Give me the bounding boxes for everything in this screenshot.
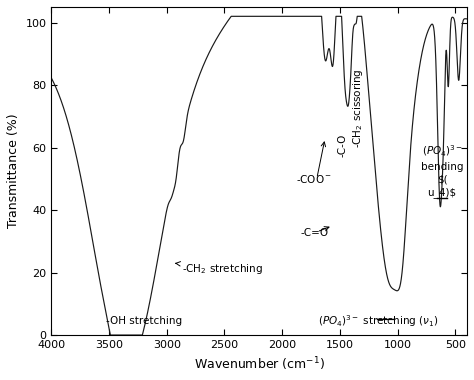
Y-axis label: Transmittance (%): Transmittance (%) (7, 114, 20, 228)
Text: -C-O: -C-O (337, 133, 347, 157)
Text: -OH stretching: -OH stretching (106, 316, 182, 326)
Text: -CH$_2$ stretching: -CH$_2$ stretching (176, 261, 263, 276)
Text: -COO$^-$: -COO$^-$ (296, 173, 333, 185)
Text: -CH$_2$ scissoring: -CH$_2$ scissoring (351, 68, 365, 147)
Text: $(PO_4)^{3-}$
bending
$(
u_4)$: $(PO_4)^{3-}$ bending $( u_4)$ (421, 144, 463, 198)
X-axis label: Wavenumber (cm$^{-1}$): Wavenumber (cm$^{-1}$) (193, 355, 325, 373)
Text: -C=O: -C=O (301, 228, 328, 238)
Text: $(PO_4)^{3-}$ stretching $(\nu_1)$: $(PO_4)^{3-}$ stretching $(\nu_1)$ (318, 313, 438, 329)
